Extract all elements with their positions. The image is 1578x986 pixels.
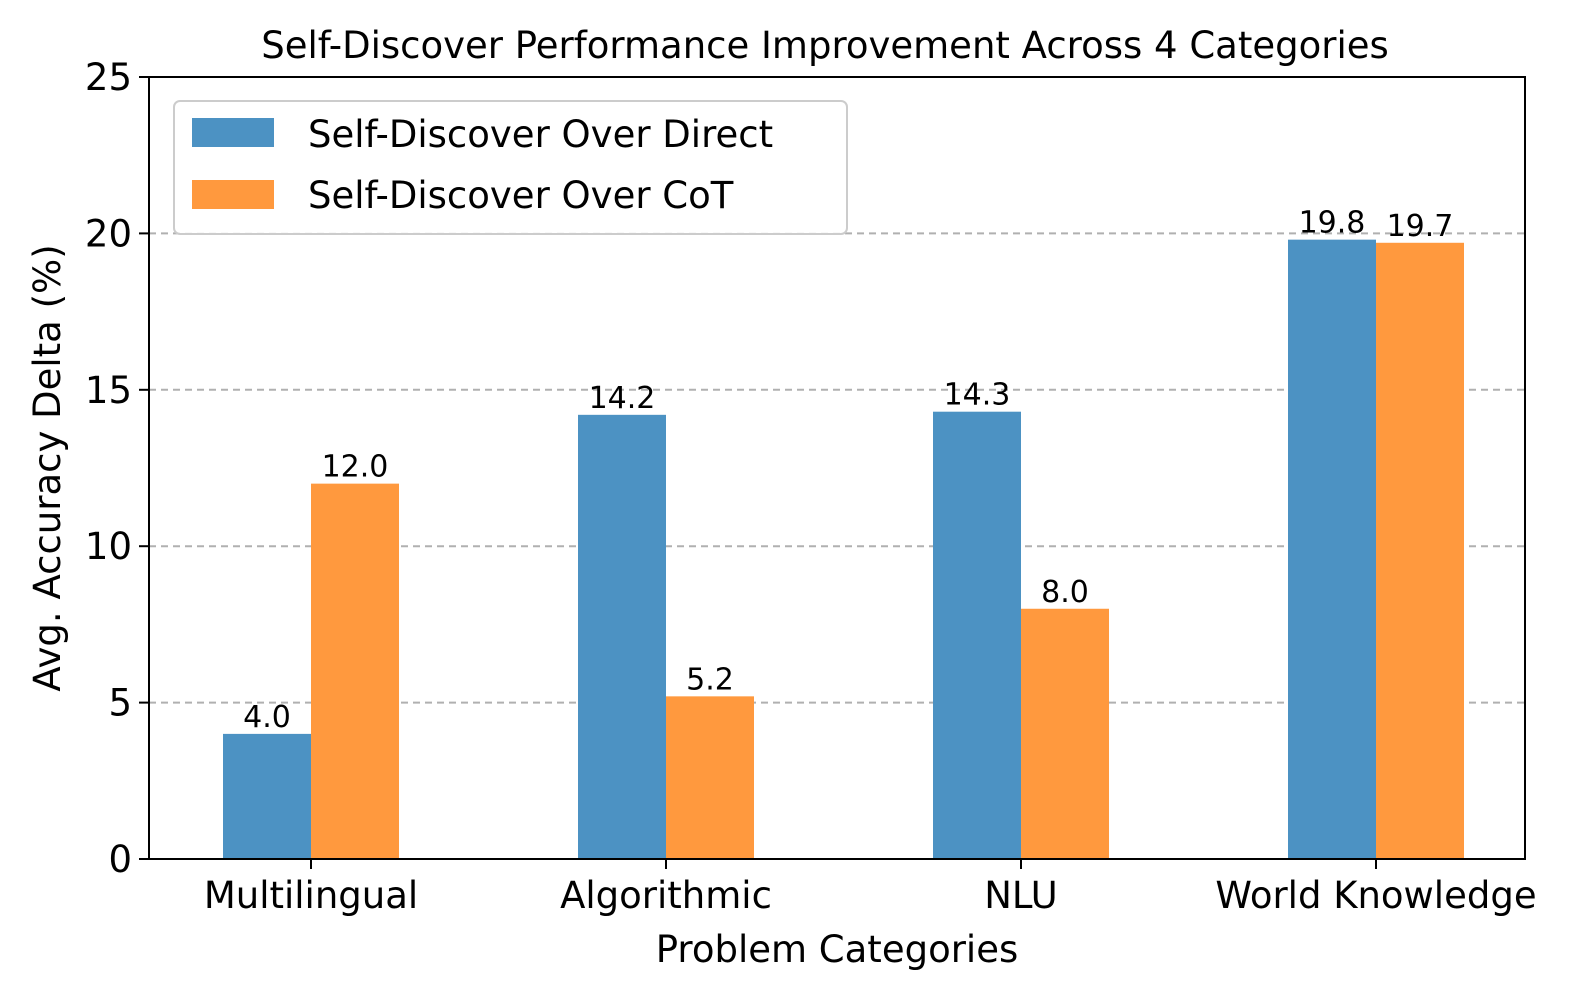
bar-direct-0: [223, 733, 311, 859]
bars: [223, 239, 1464, 859]
x-tick-label: Multilingual: [204, 874, 418, 917]
data-label: 4.0: [243, 700, 291, 735]
x-tick-label: World Knowledge: [1215, 874, 1536, 917]
data-label: 19.8: [1299, 206, 1366, 241]
x-axis-ticks: Multilingual Algorithmic NLU World Knowledg…: [204, 859, 1537, 917]
legend-swatch-cot: [192, 180, 274, 209]
bar-cot-0: [311, 483, 399, 859]
bar-cot-3: [1376, 242, 1464, 859]
data-label: 12.0: [322, 450, 389, 485]
legend-box: [173, 100, 848, 235]
y-tick-label: 25: [85, 56, 132, 99]
x-tick-label: NLU: [984, 874, 1058, 917]
data-label: 5.2: [686, 662, 734, 697]
data-labels: 4.0 14.2 14.3 19.8 12.0 5.2 8.0 19.7: [243, 206, 1453, 735]
bar-direct-3: [1288, 239, 1376, 859]
x-tick-label: Algorithmic: [560, 874, 772, 917]
legend-label-cot: Self-Discover Over CoT: [308, 174, 734, 217]
y-axis-title: Avg. Accuracy Delta (%): [26, 244, 69, 691]
bar-cot-1: [666, 696, 754, 859]
y-tick-label: 10: [85, 525, 132, 568]
legend: Self-Discover Over Direct Self-Discover …: [173, 100, 848, 235]
x-axis-title: Problem Categories: [656, 928, 1018, 971]
chart-title: Self-Discover Performance Improvement Ac…: [261, 24, 1389, 67]
y-tick-label: 15: [85, 369, 132, 412]
data-label: 14.2: [589, 381, 656, 416]
y-tick-label: 0: [108, 838, 132, 881]
bar-direct-2: [933, 411, 1021, 859]
y-tick-label: 20: [85, 212, 132, 255]
y-axis-ticks: 0 5 10 15 20 25: [85, 56, 149, 881]
legend-label-direct: Self-Discover Over Direct: [308, 113, 773, 156]
y-tick-label: 5: [108, 682, 132, 725]
bar-direct-1: [578, 414, 666, 859]
legend-swatch-direct: [192, 118, 274, 147]
data-label: 14.3: [944, 378, 1011, 413]
plot-frame: [148, 76, 1526, 860]
data-label: 19.7: [1387, 209, 1454, 244]
data-label: 8.0: [1041, 575, 1089, 610]
bar-cot-2: [1021, 608, 1109, 859]
